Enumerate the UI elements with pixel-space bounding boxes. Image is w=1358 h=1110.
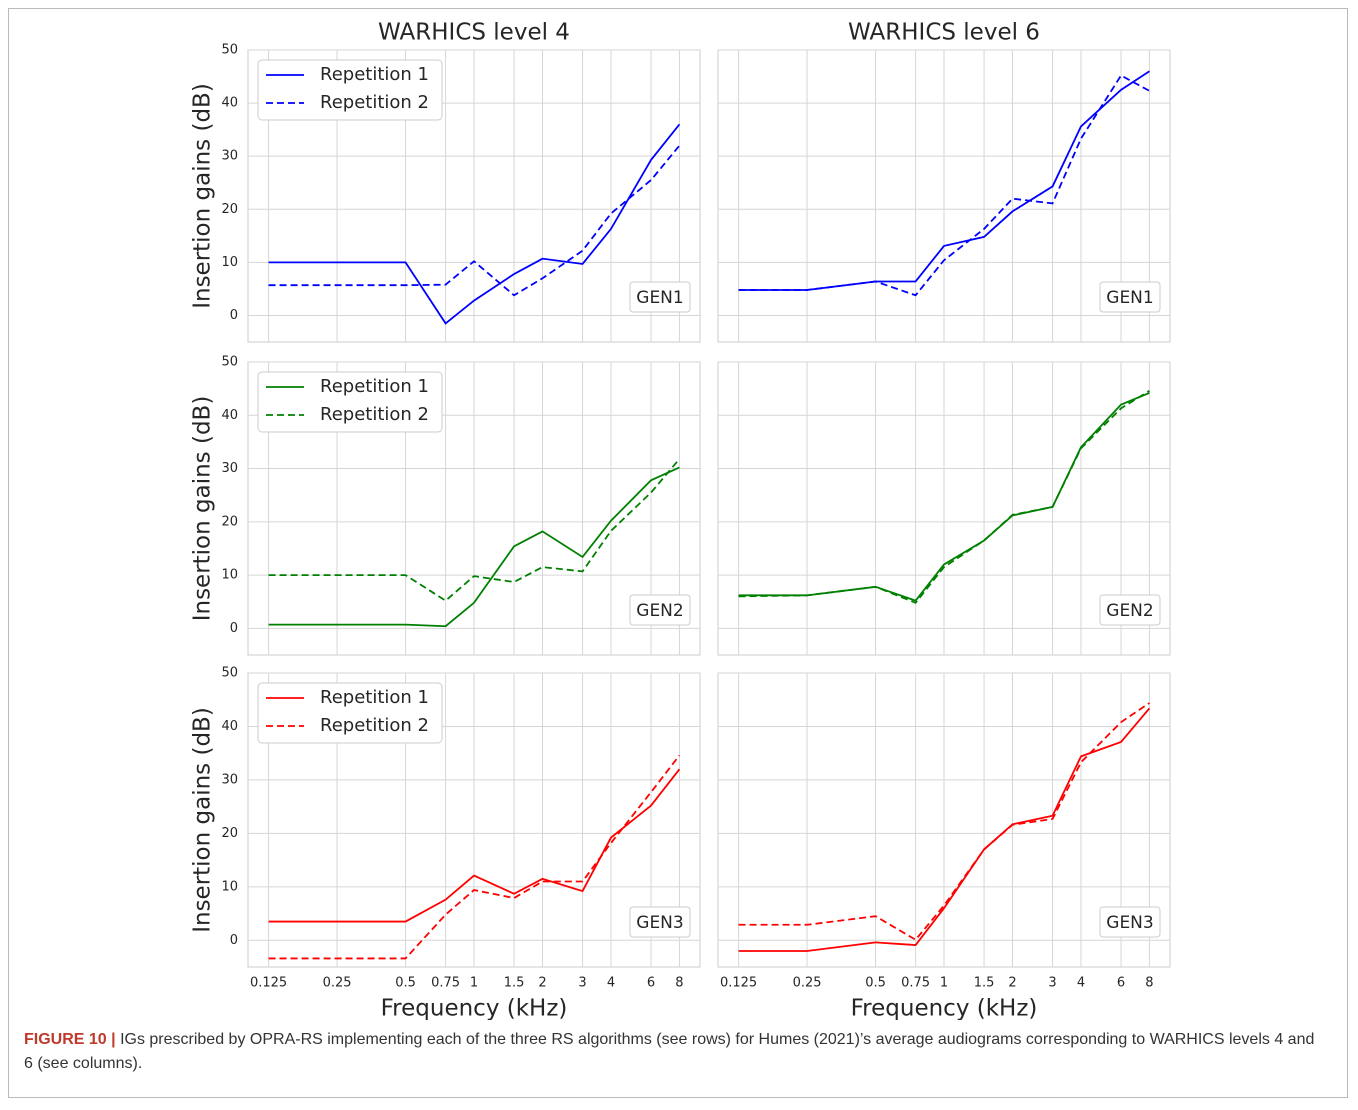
y-tick-label: 30 — [221, 149, 238, 164]
series-line — [268, 458, 681, 602]
annotation: GEN3 — [1106, 913, 1153, 933]
x-tick-label: 1.5 — [974, 976, 995, 991]
x-tick-label: 0.125 — [720, 976, 757, 991]
caption-text: IGs prescribed by OPRA-RS implementing e… — [24, 1031, 1315, 1072]
x-tick-label: 0.75 — [901, 976, 930, 991]
annotation-box — [629, 281, 691, 313]
annotation-box — [1099, 281, 1161, 313]
series-line — [268, 768, 681, 923]
legend-label: Repetition 1 — [320, 64, 429, 85]
y-tick-label: 0 — [230, 933, 238, 948]
annotation-box — [1099, 594, 1161, 626]
y-tick-label: 0 — [230, 621, 238, 636]
annotation-box — [629, 906, 691, 938]
x-tick-label: 3 — [578, 976, 586, 991]
x-tick-label: 6 — [647, 976, 655, 991]
x-tick-label: 8 — [675, 976, 683, 991]
y-tick-label: 50 — [221, 355, 238, 370]
x-tick-label: 0.75 — [431, 976, 460, 991]
x-tick-label: 0.25 — [323, 976, 352, 991]
annotation-box — [629, 594, 691, 626]
y-tick-label: 50 — [221, 666, 238, 681]
x-tick-label: 4 — [607, 976, 615, 991]
x-axis-label: Frequency (kHz) — [851, 996, 1038, 1021]
series-line — [738, 74, 1150, 297]
x-tick-label: 0.5 — [395, 976, 416, 991]
x-tick-label: 2 — [1008, 976, 1016, 991]
series-line — [268, 144, 681, 297]
x-tick-label: 1.5 — [504, 976, 525, 991]
y-tick-label: 10 — [221, 255, 238, 270]
annotation-box — [1099, 906, 1161, 938]
x-tick-label: 8 — [1145, 976, 1153, 991]
y-tick-label: 0 — [230, 308, 238, 323]
legend-label: Repetition 2 — [320, 715, 429, 736]
series-line — [738, 390, 1150, 604]
annotation: GEN1 — [1106, 288, 1153, 308]
annotation: GEN1 — [636, 288, 683, 308]
legend-label: Repetition 2 — [320, 404, 429, 425]
annotation: GEN3 — [636, 913, 683, 933]
y-tick-label: 20 — [221, 826, 238, 841]
figure-frame — [8, 8, 1348, 1098]
series-line — [268, 466, 680, 628]
x-tick-label: 1 — [940, 976, 948, 991]
x-tick-label: 3 — [1048, 976, 1056, 991]
y-tick-label: 30 — [221, 772, 238, 787]
x-tick-label: 0.5 — [865, 976, 886, 991]
legend-label: Repetition 2 — [320, 92, 429, 113]
y-tick-label: 20 — [221, 514, 238, 529]
annotation: GEN2 — [636, 601, 683, 621]
x-tick-label: 0.125 — [250, 976, 287, 991]
x-tick-label: 0.25 — [793, 976, 822, 991]
y-axis-label: Insertion gains (dB) — [190, 396, 216, 622]
y-tick-label: 40 — [221, 719, 238, 734]
series-line — [268, 754, 681, 960]
caption: FIGURE 10 | IGs prescribed by OPRA-RS im… — [24, 1028, 1324, 1076]
legend-label: Repetition 1 — [320, 687, 429, 708]
chart-title: WARHICS level 4 — [378, 20, 570, 46]
y-tick-label: 40 — [221, 408, 238, 423]
y-tick-label: 30 — [221, 461, 238, 476]
x-tick-label: 1 — [470, 976, 478, 991]
x-tick-label: 4 — [1077, 976, 1085, 991]
x-tick-label: 6 — [1117, 976, 1125, 991]
y-tick-label: 40 — [221, 96, 238, 111]
y-tick-label: 20 — [221, 202, 238, 217]
legend-label: Repetition 1 — [320, 376, 429, 397]
x-tick-label: 2 — [538, 976, 546, 991]
y-tick-label: 10 — [221, 879, 238, 894]
series-line — [738, 702, 1150, 941]
y-tick-label: 50 — [221, 43, 238, 58]
y-axis-label: Insertion gains (dB) — [190, 707, 216, 933]
x-axis-label: Frequency (kHz) — [381, 996, 568, 1021]
annotation: GEN2 — [1106, 601, 1153, 621]
y-tick-label: 10 — [221, 568, 238, 583]
series-line — [268, 123, 681, 325]
caption-label: FIGURE 10 | — [24, 1031, 116, 1048]
chart-title: WARHICS level 6 — [848, 20, 1040, 46]
y-axis-label: Insertion gains (dB) — [190, 83, 216, 309]
